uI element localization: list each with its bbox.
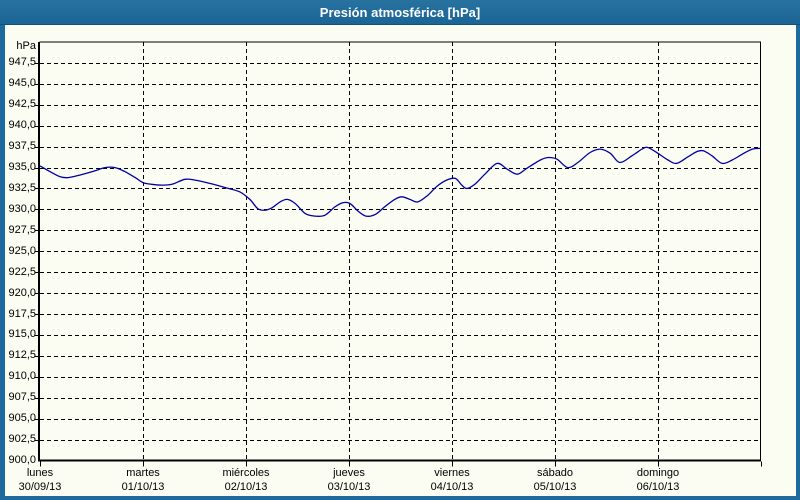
- y-tick-label: 922,5: [8, 265, 36, 278]
- title-bar: Presión atmosférica [hPa]: [0, 0, 800, 25]
- x-date-label: 03/10/13: [327, 481, 371, 493]
- x-date-label: 06/10/13: [636, 481, 680, 493]
- y-tick-label: 930,0: [8, 202, 36, 215]
- x-day-label: viernes: [434, 467, 470, 479]
- y-tick-label: 900,0: [8, 454, 36, 466]
- y-tick-label: 935,0: [8, 161, 36, 174]
- x-day-label: lunes: [26, 467, 54, 479]
- y-tick-label: 902,5: [8, 433, 36, 446]
- y-tick-label: 907,5: [8, 391, 36, 404]
- x-date-label: 02/10/13: [224, 481, 268, 493]
- y-tick-label: 912,5: [8, 349, 36, 362]
- y-tick-label: 920,0: [8, 286, 36, 299]
- y-tick-label: 925,0: [8, 244, 36, 257]
- y-tick-label: 915,0: [8, 328, 36, 341]
- y-axis-unit: hPa: [16, 40, 36, 52]
- x-day-label: martes: [126, 467, 160, 479]
- x-day-label: jueves: [333, 467, 365, 479]
- y-tick-label: 947,5: [8, 56, 36, 69]
- y-tick-label: 910,0: [8, 370, 36, 383]
- x-day-label: domingo: [636, 467, 680, 479]
- y-tick-label: 905,0: [8, 412, 36, 425]
- x-date-label: 01/10/13: [121, 481, 165, 493]
- x-date-label: 04/10/13: [430, 481, 474, 493]
- y-tick-label: 940,0: [8, 119, 36, 132]
- x-day-label: miércoles: [222, 467, 270, 479]
- y-tick-label: 932,5: [8, 181, 36, 194]
- y-tick-label: 945,0: [8, 77, 36, 90]
- y-tick-label: 942,5: [8, 98, 36, 111]
- y-tick-label: 917,5: [8, 307, 36, 320]
- chart-background: [5, 25, 796, 496]
- x-day-label: sábado: [536, 467, 574, 479]
- x-date-label: 05/10/13: [533, 481, 577, 493]
- y-tick-label: 937,5: [8, 140, 36, 153]
- window-title: Presión atmosférica [hPa]: [319, 4, 481, 20]
- x-date-label: 30/09/13: [18, 481, 62, 493]
- y-tick-label: 927,5: [8, 223, 36, 236]
